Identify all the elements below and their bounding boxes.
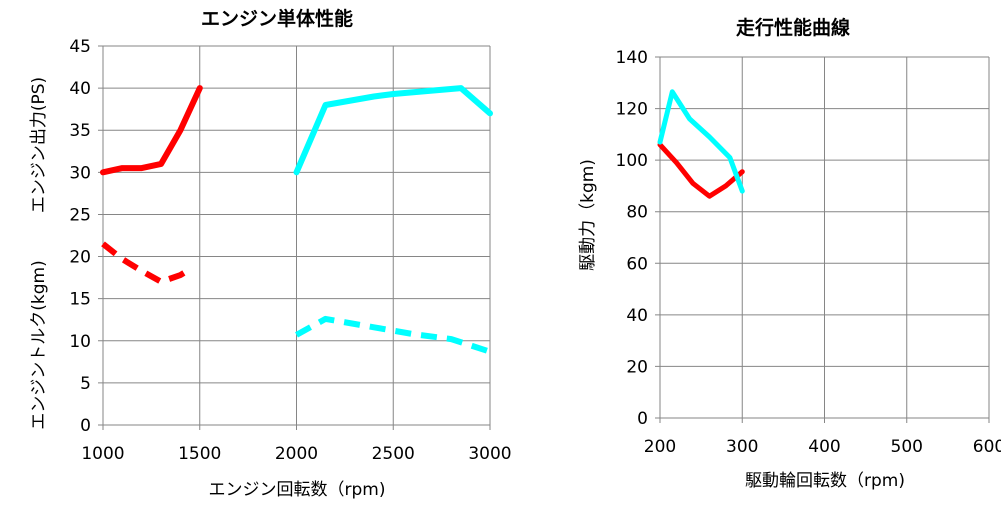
- left-y-axis-label-torque: エンジントルク(kgm): [29, 260, 49, 429]
- left-y-tick-label: 0: [80, 416, 91, 436]
- right-y-tick-label: 140: [616, 48, 648, 68]
- right-y-tick-label: 40: [626, 306, 648, 326]
- left-y-tick-label: 35: [69, 121, 91, 141]
- right-x-tick-label: 500: [891, 437, 923, 457]
- right-x-tick-label: 300: [726, 437, 758, 457]
- left-x-axis-label: エンジン回転数（rpm): [209, 480, 386, 500]
- left-chart-title: エンジン単体性能: [201, 7, 353, 30]
- right-y-axis-label: 駆動力（kgm): [578, 159, 598, 271]
- left-y-tick-label: 30: [69, 163, 91, 183]
- left-x-tick-label: 1500: [178, 444, 221, 464]
- left-y-tick-label: 5: [80, 374, 91, 394]
- right-y-tick-label: 120: [616, 100, 648, 120]
- right-y-tick-label: 0: [637, 409, 648, 429]
- left-x-tick-label: 2500: [372, 444, 415, 464]
- left-series-torque-high: [295, 315, 491, 355]
- right-x-tick-label: 200: [644, 437, 676, 457]
- right-series-drive-low: [657, 142, 745, 199]
- left-series-output-high: [293, 85, 493, 176]
- right-series-drive-high: [657, 89, 745, 194]
- right-x-tick-label: 400: [808, 437, 840, 457]
- left-y-tick-label: 20: [69, 248, 91, 268]
- left-x-tick-label: 2000: [275, 444, 318, 464]
- left-y-tick-label: 40: [69, 79, 91, 99]
- right-x-axis-label: 駆動輪回転数（rpm): [745, 471, 905, 491]
- left-x-tick-label: 1000: [81, 444, 124, 464]
- right-y-tick-label: 80: [626, 203, 648, 223]
- left-x-tick-label: 3000: [468, 444, 511, 464]
- left-y-tick-label: 45: [69, 37, 91, 57]
- right-y-tick-label: 100: [616, 151, 648, 171]
- left-y-tick-label: 15: [69, 290, 91, 310]
- left-y-axis-label-output: エンジン出力(PS): [29, 77, 49, 213]
- right-y-tick-label: 20: [626, 357, 648, 377]
- left-series-torque-low: [101, 241, 192, 285]
- right-y-tick-label: 60: [626, 254, 648, 274]
- left-y-tick-label: 10: [69, 332, 91, 352]
- right-chart-title: 走行性能曲線: [736, 16, 850, 39]
- left-series-output-low: [100, 85, 203, 176]
- right-x-tick-label: 600: [973, 437, 1001, 457]
- left-y-tick-label: 25: [69, 205, 91, 225]
